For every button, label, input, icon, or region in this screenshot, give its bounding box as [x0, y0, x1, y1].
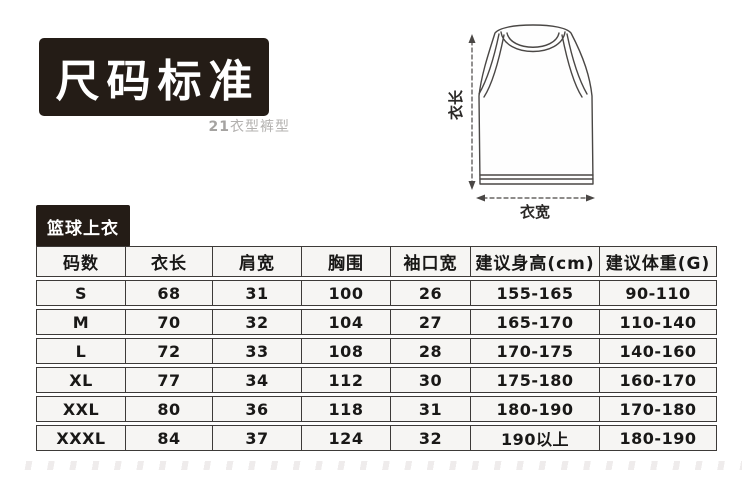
table-cell: 77 — [125, 367, 212, 393]
size-table: 码数 衣长 肩宽 胸围 袖口宽 建议身高(cm) 建议体重(G) S 68 31… — [36, 243, 717, 454]
watermark-pattern — [10, 461, 742, 470]
table-cell: 37 — [212, 425, 301, 451]
table-row-m: M 70 32 104 27 165-170 110-140 — [36, 309, 717, 335]
length-arrowhead-top — [468, 34, 476, 43]
width-arrowhead-left — [476, 194, 485, 202]
table-cell: 175-180 — [470, 367, 599, 393]
table-cell: 160-170 — [599, 367, 717, 393]
table-cell: 36 — [212, 396, 301, 422]
column-header-shoulder: 肩宽 — [212, 246, 301, 277]
table-cell: 140-160 — [599, 338, 717, 364]
table-cell: 110-140 — [599, 309, 717, 335]
table-cell: 112 — [301, 367, 390, 393]
table-cell: 70 — [125, 309, 212, 335]
table-header-row: 码数 衣长 肩宽 胸围 袖口宽 建议身高(cm) 建议体重(G) — [36, 246, 717, 277]
table-row-xxxl: XXXL 84 37 124 32 190以上 180-190 — [36, 425, 717, 451]
table-cell: 104 — [301, 309, 390, 335]
table-cell: 32 — [212, 309, 301, 335]
table-cell: 72 — [125, 338, 212, 364]
column-header-weight: 建议体重(G) — [599, 246, 717, 277]
table-row-l: L 72 33 108 28 170-175 140-160 — [36, 338, 717, 364]
column-header-length: 衣长 — [125, 246, 212, 277]
subtitle: 21衣型裤型 — [0, 116, 290, 136]
table-cell: 118 — [301, 396, 390, 422]
table-cell: 180-190 — [470, 396, 599, 422]
table-cell: XL — [36, 367, 125, 393]
table-cell: S — [36, 280, 125, 306]
table-cell: 80 — [125, 396, 212, 422]
table-cell: 31 — [390, 396, 470, 422]
table-row-s: S 68 31 100 26 155-165 90-110 — [36, 280, 717, 306]
table-cell: 34 — [212, 367, 301, 393]
table-cell: 124 — [301, 425, 390, 451]
collar-outer-line — [500, 31, 566, 53]
vest-outline — [478, 24, 594, 185]
length-arrowhead-bottom — [468, 181, 476, 190]
table-cell: 33 — [212, 338, 301, 364]
subtitle-number: 21 — [208, 119, 230, 135]
table-row-xxl: XXL 80 36 118 31 180-190 170-180 — [36, 396, 717, 422]
column-header-cuff: 袖口宽 — [390, 246, 470, 277]
right-armhole-inner-line — [561, 34, 583, 98]
table-cell: 170-175 — [470, 338, 599, 364]
table-cell: 31 — [212, 280, 301, 306]
column-header-size: 码数 — [36, 246, 125, 277]
table-cell: 108 — [301, 338, 390, 364]
page-title: 尺码标准 — [55, 56, 260, 107]
left-armhole-line — [478, 33, 500, 95]
width-label: 衣宽 — [520, 203, 550, 221]
table-cell: 90-110 — [599, 280, 717, 306]
right-armhole-line — [566, 33, 588, 95]
subtitle-text: 衣型裤型 — [230, 119, 290, 135]
length-label: 衣长 — [447, 89, 465, 120]
left-armhole-inner-line — [483, 34, 505, 98]
table-cell: 180-190 — [599, 425, 717, 451]
table-cell: 84 — [125, 425, 212, 451]
column-header-chest: 胸围 — [301, 246, 390, 277]
table-cell: 27 — [390, 309, 470, 335]
section-label-text: 篮球上衣 — [47, 219, 119, 239]
table-cell: 68 — [125, 280, 212, 306]
table-cell: 170-180 — [599, 396, 717, 422]
table-cell: 30 — [390, 367, 470, 393]
table-cell: 100 — [301, 280, 390, 306]
table-cell: 28 — [390, 338, 470, 364]
table-cell: 32 — [390, 425, 470, 451]
table-cell: XXXL — [36, 425, 125, 451]
table-cell: XXL — [36, 396, 125, 422]
table-cell: M — [36, 309, 125, 335]
table-row-xl: XL 77 34 112 30 175-180 160-170 — [36, 367, 717, 393]
column-header-height: 建议身高(cm) — [470, 246, 599, 277]
vest-measurement-diagram: 衣长 衣宽 — [447, 24, 595, 221]
width-arrowhead-right — [586, 194, 595, 202]
table-cell: 165-170 — [470, 309, 599, 335]
collar-inner-line — [506, 32, 560, 48]
table-cell: 190以上 — [470, 425, 599, 451]
table-cell: 26 — [390, 280, 470, 306]
section-label-basketball-top: 篮球上衣 — [36, 205, 130, 247]
size-standard-badge: 尺码标准 — [39, 38, 269, 116]
table-cell: L — [36, 338, 125, 364]
table-cell: 155-165 — [470, 280, 599, 306]
